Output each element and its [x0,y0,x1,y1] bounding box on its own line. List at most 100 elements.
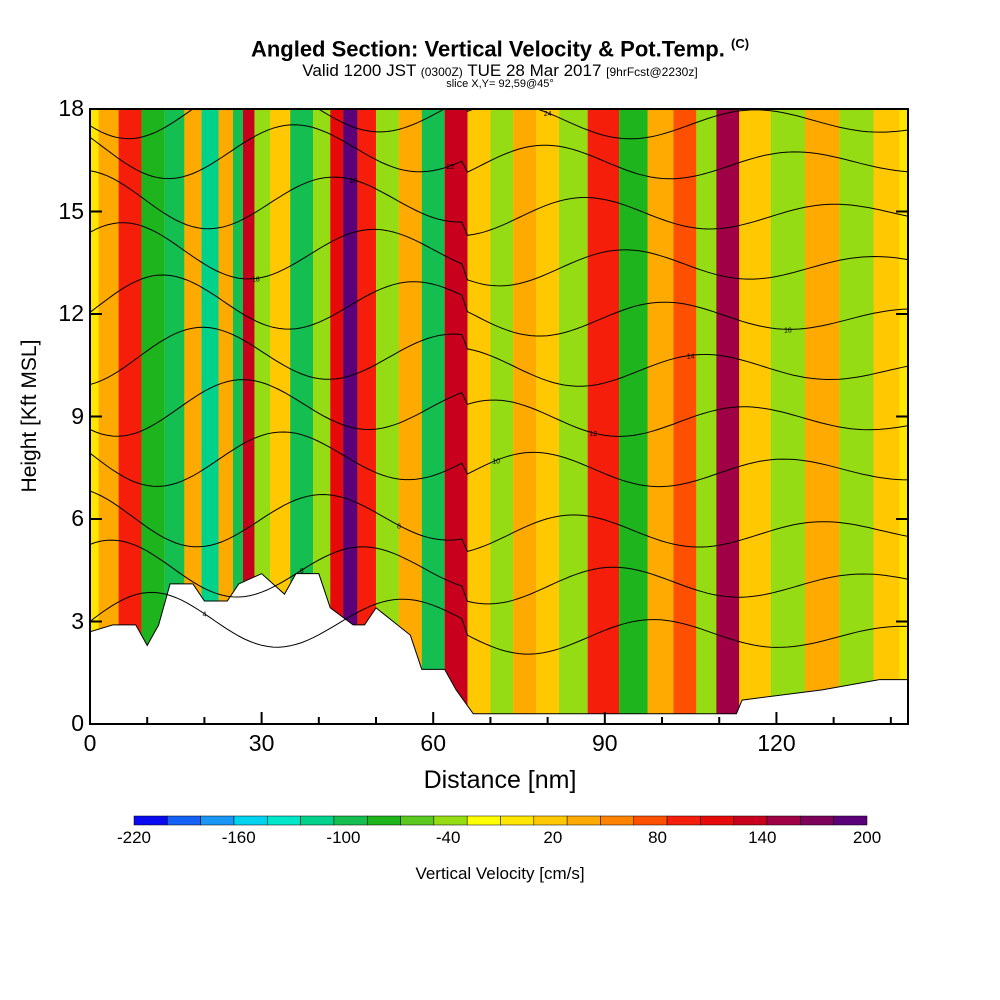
velocity-column [270,109,291,724]
velocity-column [164,109,185,724]
y-tick-label: 9 [71,402,84,429]
isentrope-label: 8 [397,523,401,530]
isentrope-line [90,591,908,655]
velocity-column [201,109,219,724]
slice-caption: slice X,Y= 92,59@45° [446,78,554,90]
colorbar-tick-label: -40 [435,828,461,847]
velocity-column [98,109,119,724]
x-axis-label: Distance [nm] [423,766,577,794]
isentrope-label: 12 [589,431,597,438]
colorbar-swatch [400,815,435,826]
chart-title: Angled Section: Vertical Velocity & Pot.… [250,36,750,62]
colorbar-swatch [167,815,201,826]
y-tick-label: 0 [71,710,84,736]
isentrope-line [90,431,908,488]
colorbar-swatch [300,815,335,826]
velocity-column [376,109,399,724]
velocity-column [839,109,874,724]
y-tick-label: 15 [58,197,84,224]
velocity-column [587,109,620,724]
colorbar-swatch [366,815,401,826]
isentrope-line [90,109,908,140]
velocity-column [141,109,165,724]
colorbar-swatch [566,815,601,826]
x-tick-label: 90 [592,730,618,756]
y-tick-label: 12 [58,300,84,326]
isentrope-line [90,222,908,287]
colorbar-swatch [500,815,535,826]
velocity-column [444,109,468,724]
chart-subtitle: Valid 1200 JST (0300Z) TUE 28 Mar 2017 [… [302,61,698,80]
velocity-column [647,109,674,724]
colorbar-tick-label: -100 [326,828,361,847]
colorbar-swatch [800,815,834,826]
velocity-column [536,109,560,724]
x-tick-label: 60 [420,730,446,756]
colorbar-swatch [633,815,668,826]
colorbar-swatch [533,815,568,826]
isentrope-label: 22 [446,164,454,171]
isentrope-line [90,539,908,605]
y-tick-label: 18 [58,95,84,121]
colorbar-tick-label: 80 [648,828,668,847]
velocity-column [716,109,740,724]
colorbar-swatch [200,815,235,826]
colorbar-swatch [700,815,734,826]
velocity-column [254,109,271,724]
velocity-column [233,109,244,724]
isentrope-line [90,490,908,552]
isentrope-line [90,170,908,236]
isentrope-line [90,379,908,437]
colorbar-swatch [466,815,501,826]
colorbar-swatch [433,815,468,826]
colorbar-swatch [733,815,768,826]
velocity-column [739,109,771,724]
velocity-column [218,109,234,724]
velocity-column [313,109,331,724]
colorbar-label: Vertical Velocity [cm/s] [415,864,585,883]
velocity-column [490,109,514,724]
colorbar-swatch [600,815,635,826]
isentrope-label: 24 [544,111,552,118]
colorbar-swatch [133,815,168,826]
colorbar-swatch [233,815,268,826]
velocity-column [673,109,697,724]
isentrope-label: 10 [492,458,500,465]
velocity-column [559,109,588,724]
colorbar-swatch [333,815,368,826]
terrain [90,573,908,724]
isentrope-label: 14 [687,353,695,360]
velocity-column [696,109,717,724]
velocity-column [467,109,491,724]
velocity-column [343,109,358,724]
isentrope-label: 6 [300,568,304,575]
velocity-column [330,109,344,724]
isentrope-line [90,274,908,337]
velocity-column [357,109,377,724]
velocity-column [513,109,537,724]
y-tick-label: 3 [71,607,84,634]
velocity-column [619,109,648,724]
colorbar-swatch [833,815,868,826]
isentrope-label: 16 [784,327,792,334]
isentrope-label: 18 [252,277,260,284]
colorbar-swatch [766,815,801,826]
colorbar-tick-label: 20 [543,828,563,847]
x-tick-label: 0 [83,730,97,756]
x-tick-label: 30 [248,730,275,756]
velocity-column [243,109,255,724]
y-axis-label: Height [Kft MSL] [18,339,41,493]
colorbar-tick-label: 200 [852,828,882,847]
isentrope-label: 4 [202,612,206,619]
isentrope-line [90,124,908,180]
isentrope-label: 20 [349,178,357,185]
velocity-column [398,109,422,724]
isentrope-line [90,326,908,387]
colorbar-swatch [666,815,701,826]
velocity-column [873,109,900,724]
velocity-column [421,109,445,724]
colorbar-swatch [267,815,301,826]
x-tick-label: 120 [757,730,796,756]
colorbar-tick-label: 140 [748,828,777,847]
